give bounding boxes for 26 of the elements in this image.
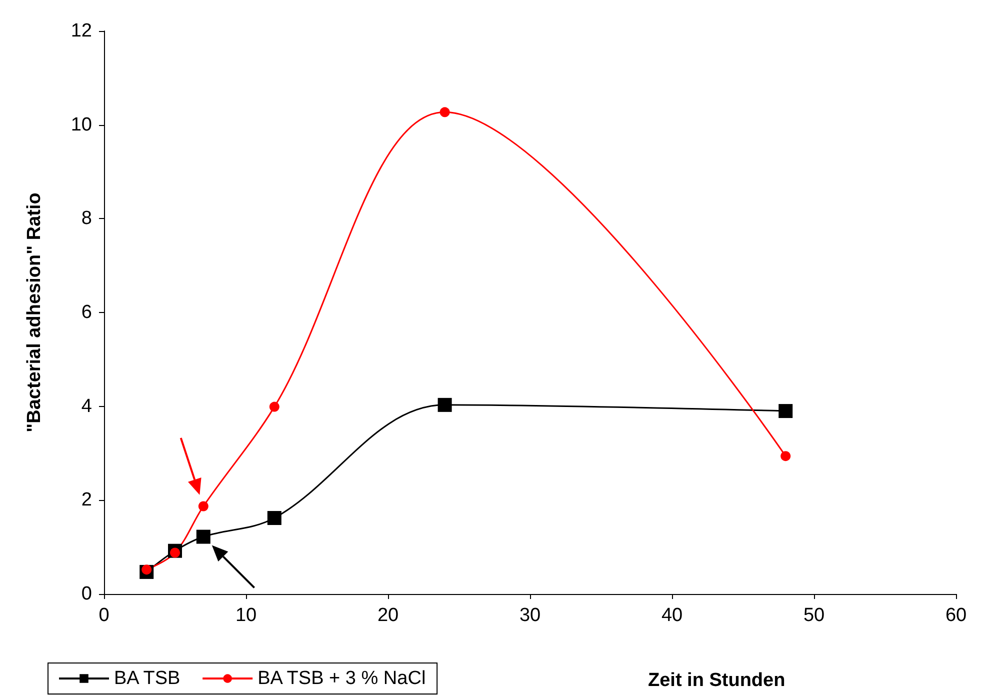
x-tick-label: 60 [945, 605, 967, 626]
x-tick-label: 10 [235, 605, 257, 626]
legend-label: BA TSB + 3 % NaCl [258, 668, 426, 689]
y-tick-label: 8 [81, 208, 92, 230]
point [778, 404, 793, 418]
y-axis-title: "Bacterial adhesion" Ratio [24, 192, 45, 432]
x-axis-title: Zeit in Stunden [648, 670, 786, 691]
y-tick-label: 12 [70, 20, 92, 42]
point [269, 402, 280, 412]
point [267, 510, 282, 525]
legend-label: BA TSB [114, 668, 180, 689]
x-tick-label: 30 [519, 605, 541, 626]
y-tick-label: 0 [81, 584, 92, 604]
x-tick-label: 20 [377, 605, 399, 626]
y-tick-label: 4 [81, 396, 92, 417]
y-tick-label: 2 [81, 490, 92, 511]
point [780, 451, 791, 462]
point [440, 107, 450, 118]
y-tick-label: 10 [70, 114, 92, 136]
x-tick-label: 50 [803, 605, 825, 626]
point [198, 501, 208, 512]
point [438, 398, 452, 412]
x-tick-label: 0 [98, 605, 110, 626]
x-tick-label: 40 [661, 605, 683, 626]
y-tick-label: 6 [81, 302, 92, 323]
point [196, 530, 210, 544]
